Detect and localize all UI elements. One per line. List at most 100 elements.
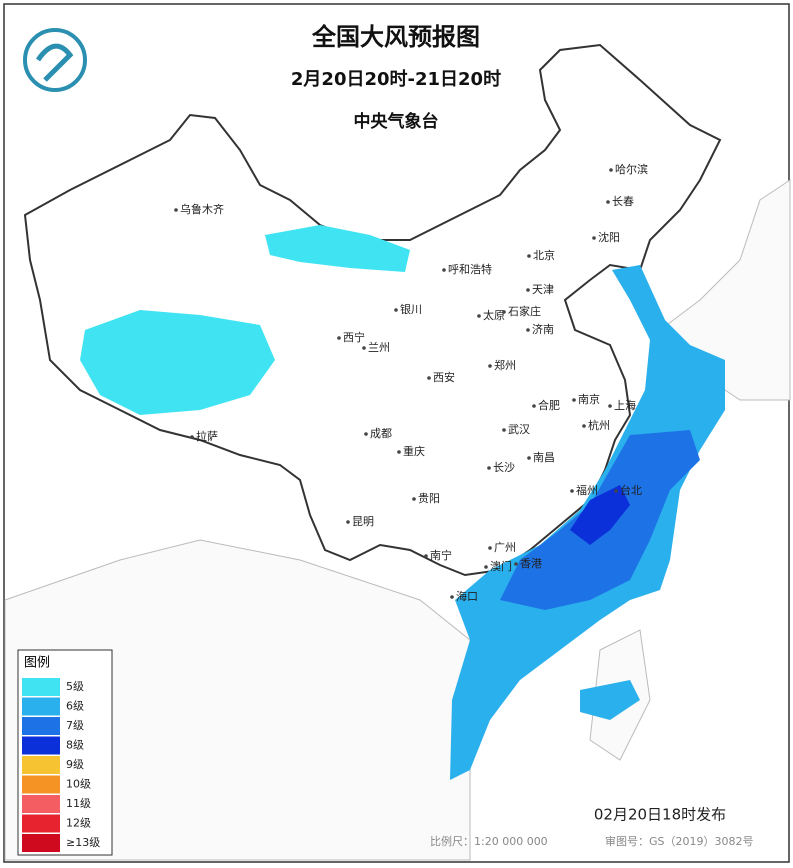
issue-time: 02月20日18时发布 — [594, 806, 726, 824]
city-dot — [514, 562, 518, 566]
city-dot — [527, 456, 531, 460]
wind-area — [570, 485, 630, 545]
city-label: 杭州 — [588, 418, 610, 432]
city-label: 贵阳 — [418, 492, 440, 505]
legend-swatch — [22, 834, 60, 852]
wind-area — [80, 310, 275, 415]
city-dot — [608, 404, 612, 408]
city-label: 石家庄 — [508, 304, 541, 318]
city-dot — [502, 428, 506, 432]
legend-label: 12级 — [66, 817, 91, 830]
legend-swatch — [22, 736, 60, 755]
city-dot — [397, 450, 401, 454]
city-label: 上海 — [614, 398, 636, 412]
legend-swatch — [22, 795, 60, 813]
city-dot — [477, 314, 481, 318]
city-label: 澳门 — [490, 559, 512, 573]
city-label: 南京 — [578, 392, 600, 406]
city-label: 北京 — [533, 248, 555, 262]
city-label: 昆明 — [352, 515, 374, 528]
city-dot — [424, 554, 428, 558]
city-dot — [606, 200, 610, 204]
city-dot — [488, 546, 492, 550]
city-label: 银川 — [400, 302, 422, 316]
wind-area — [580, 680, 640, 720]
city-dot — [442, 268, 446, 272]
city-label: 长沙 — [493, 461, 515, 474]
city-dot — [337, 336, 341, 340]
legend-label: 10级 — [66, 778, 91, 791]
city-dot — [412, 497, 416, 501]
city-label: 武汉 — [508, 423, 530, 436]
issuer: 中央气象台 — [354, 111, 439, 132]
city-label: 兰州 — [368, 341, 390, 354]
city-dot — [609, 168, 613, 172]
city-dot — [450, 595, 454, 599]
city-dot — [502, 310, 506, 314]
wind-area — [265, 225, 410, 272]
city-label: 合肥 — [538, 398, 560, 412]
city-label: 西宁 — [343, 330, 365, 344]
legend-label: 8级 — [66, 739, 84, 752]
city-label: 香港 — [520, 557, 542, 570]
map-subtitle: 2月20日20时-21日20时 — [291, 69, 501, 90]
city-dot — [532, 404, 536, 408]
city-label: 济南 — [532, 322, 554, 336]
city-dot — [526, 288, 530, 292]
legend-label: 6级 — [66, 700, 84, 713]
city-label: 台北 — [620, 483, 642, 497]
city-label: 太原 — [483, 309, 505, 322]
city-label: 海口 — [456, 589, 478, 603]
logo — [35, 43, 74, 82]
legend-swatch — [22, 678, 60, 696]
city-label: 哈尔滨 — [615, 162, 648, 176]
legend-swatch — [22, 756, 60, 774]
city-dot — [592, 236, 596, 240]
city-dot — [582, 424, 586, 428]
city-dot — [484, 565, 488, 569]
city-label: 乌鲁木齐 — [180, 202, 224, 216]
approval-number: 审图号：GS（2019）3082号 — [605, 834, 754, 848]
city-dot — [427, 376, 431, 380]
city-label: 南宁 — [430, 548, 452, 562]
city-label: 长春 — [612, 195, 634, 208]
city-dot — [527, 254, 531, 258]
city-dot — [364, 432, 368, 436]
city-dot — [362, 346, 366, 350]
legend-title: 图例 — [24, 656, 50, 671]
legend-swatch — [22, 697, 60, 716]
legend: 5级 6级 7级 8级 9级 10级 11级 12级 ≥13级 — [22, 678, 100, 852]
city-dot — [572, 398, 576, 402]
city-dot — [394, 308, 398, 312]
city-label: 广州 — [494, 541, 516, 554]
city-label: 沈阳 — [598, 230, 620, 244]
logo — [23, 28, 87, 92]
city-dot — [570, 489, 574, 493]
city-label: 郑州 — [494, 358, 516, 372]
city-dot — [614, 489, 618, 493]
city-dot — [346, 520, 350, 524]
city-label: 拉萨 — [196, 429, 218, 443]
legend-swatch — [22, 775, 60, 794]
city-label: 天津 — [532, 283, 554, 296]
legend-swatch — [22, 814, 60, 833]
city-dot — [190, 435, 194, 439]
city-dot — [526, 328, 530, 332]
city-label: 成都 — [370, 427, 392, 440]
city-label: 南昌 — [533, 451, 555, 464]
city-dot — [487, 466, 491, 470]
legend-label: 5级 — [66, 680, 84, 693]
city-dot — [174, 208, 178, 212]
legend-label: 11级 — [66, 797, 91, 810]
legend-label: 7级 — [66, 719, 84, 732]
legend-swatch — [22, 717, 60, 735]
neighbor-land — [4, 539, 471, 861]
map-title: 全国大风预报图 — [311, 23, 480, 51]
legend-label: 9级 — [66, 758, 84, 771]
city-dot — [488, 364, 492, 368]
city-label: 重庆 — [403, 444, 425, 458]
scale: 比例尺：1:20 000 000 — [430, 834, 548, 848]
